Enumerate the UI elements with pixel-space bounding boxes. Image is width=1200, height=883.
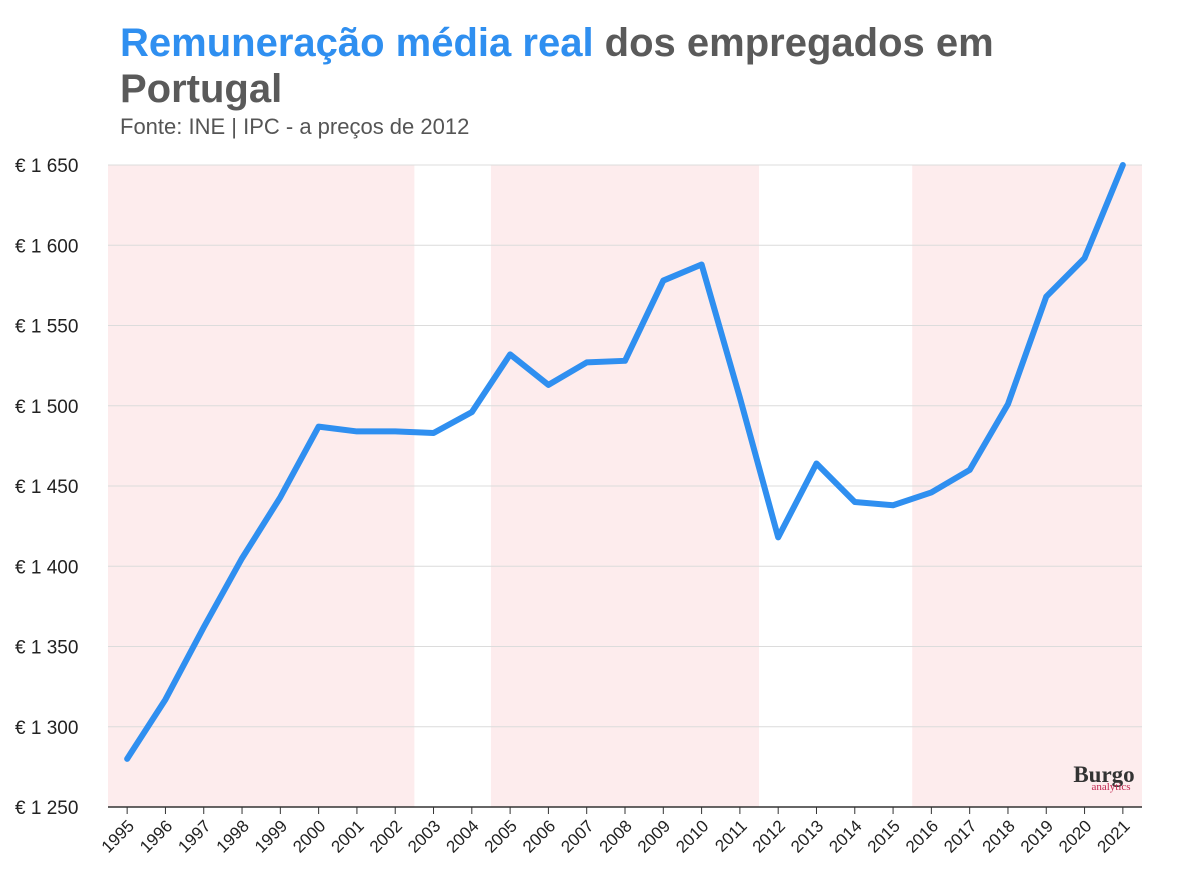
logo-line2: analytics bbox=[1091, 781, 1131, 793]
x-tick-label: 2017 bbox=[940, 816, 980, 856]
x-tick-label: 1998 bbox=[213, 816, 253, 856]
y-tick-label: € 1 300 bbox=[15, 718, 78, 739]
chart-title-rest: dos empregados em Portugal bbox=[120, 21, 994, 111]
x-axis: 1995199619971998199920002001200220032004… bbox=[98, 806, 1142, 857]
series-lines bbox=[124, 162, 1126, 762]
x-tick-label: 2021 bbox=[1093, 816, 1133, 856]
chart-title-highlight: Remuneração média real bbox=[120, 21, 594, 65]
x-tick-label: 2019 bbox=[1017, 816, 1057, 856]
x-tick-label: 2011 bbox=[711, 816, 750, 855]
x-tick-label: 2012 bbox=[749, 816, 789, 856]
x-tick-label: 1997 bbox=[174, 816, 214, 856]
y-tick-label: € 1 500 bbox=[15, 397, 78, 418]
x-tick-label: 2006 bbox=[519, 816, 559, 856]
x-tick-label: 2005 bbox=[481, 816, 521, 856]
x-tick-label: 2010 bbox=[672, 816, 712, 856]
y-tick-label: € 1 350 bbox=[15, 638, 78, 659]
burgo-analytics-logo: Burgo analytics bbox=[1064, 762, 1144, 793]
x-tick-label: 1999 bbox=[251, 816, 291, 856]
x-tick-label: 2001 bbox=[328, 816, 368, 856]
y-tick-label: € 1 400 bbox=[15, 557, 78, 578]
y-tick-label: € 1 450 bbox=[15, 477, 78, 498]
chart-subtitle: Fonte: INE | IPC - a preços de 2012 bbox=[120, 114, 470, 139]
x-tick-label: 2013 bbox=[787, 816, 827, 856]
y-tick-label: € 1 600 bbox=[15, 236, 78, 257]
x-tick-label: 2008 bbox=[596, 816, 636, 856]
x-tick-label: 2018 bbox=[979, 816, 1019, 856]
x-tick-label: 2003 bbox=[404, 816, 444, 856]
x-tick-label: 1995 bbox=[98, 816, 138, 856]
y-tick-label: € 1 650 bbox=[15, 156, 78, 177]
logo-line1: Burgo bbox=[1073, 762, 1135, 787]
x-tick-label: 2000 bbox=[289, 816, 329, 856]
x-tick-label: 2002 bbox=[366, 816, 406, 856]
x-tick-label: 2014 bbox=[825, 816, 865, 856]
chart-title: Remuneração média real dos empregados em… bbox=[120, 20, 1020, 112]
x-tick-label: 1996 bbox=[136, 816, 176, 856]
x-tick-label: 2016 bbox=[902, 816, 942, 856]
x-tick-label: 2007 bbox=[557, 816, 597, 856]
x-tick-label: 2020 bbox=[1055, 816, 1095, 856]
x-tick-label: 2004 bbox=[442, 816, 482, 856]
x-tick-label: 2015 bbox=[864, 816, 904, 856]
series-line-1 bbox=[124, 162, 1126, 762]
y-axis: € 1 250 € 1 300 € 1 350 € 1 400 € 1 450 € 1 5… bbox=[15, 156, 78, 819]
y-tick-label: € 1 550 bbox=[15, 317, 78, 338]
y-tick-label: € 1 250 bbox=[15, 798, 78, 819]
x-tick-label: 2009 bbox=[634, 816, 674, 856]
